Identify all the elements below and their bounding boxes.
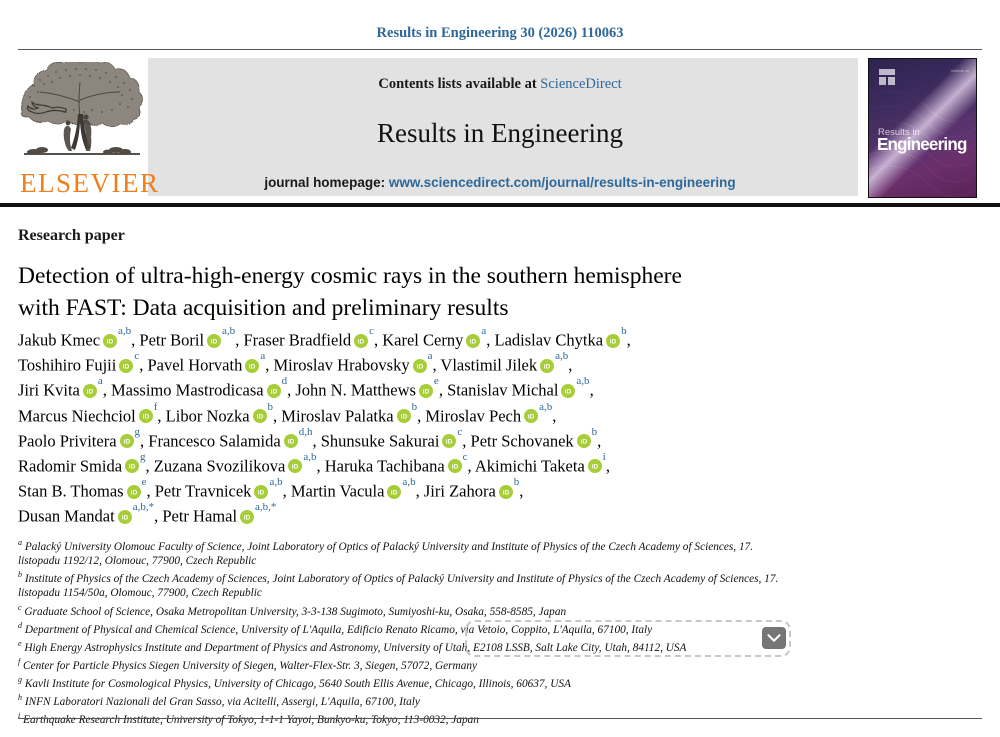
- svg-text:iD: iD: [87, 389, 94, 396]
- svg-text:iD: iD: [292, 464, 299, 471]
- svg-text:iD: iD: [610, 338, 617, 345]
- svg-text:iD: iD: [143, 414, 150, 421]
- svg-text:iD: iD: [270, 389, 277, 396]
- svg-text:iD: iD: [122, 514, 129, 521]
- svg-text:iD: iD: [503, 489, 510, 496]
- svg-text:iD: iD: [451, 464, 458, 471]
- svg-text:iD: iD: [244, 514, 251, 521]
- svg-text:iD: iD: [358, 338, 365, 345]
- svg-text:iD: iD: [288, 439, 295, 446]
- svg-text:iD: iD: [211, 338, 218, 345]
- svg-text:iD: iD: [592, 464, 599, 471]
- svg-text:iD: iD: [249, 363, 256, 370]
- svg-text:iD: iD: [107, 338, 114, 345]
- svg-text:iD: iD: [123, 439, 130, 446]
- svg-text:iD: iD: [123, 363, 130, 370]
- svg-text:iD: iD: [544, 363, 551, 370]
- svg-text:iD: iD: [470, 338, 477, 345]
- svg-text:iD: iD: [528, 414, 535, 421]
- svg-text:iD: iD: [130, 489, 137, 496]
- svg-text:iD: iD: [400, 414, 407, 421]
- svg-text:iD: iD: [416, 363, 423, 370]
- svg-text:iD: iD: [580, 439, 587, 446]
- svg-text:iD: iD: [391, 489, 398, 496]
- svg-text:iD: iD: [256, 414, 263, 421]
- svg-text:iD: iD: [565, 389, 572, 396]
- svg-text:iD: iD: [129, 464, 136, 471]
- svg-text:iD: iD: [258, 489, 265, 496]
- svg-text:iD: iD: [446, 439, 453, 446]
- svg-text:iD: iD: [423, 389, 430, 396]
